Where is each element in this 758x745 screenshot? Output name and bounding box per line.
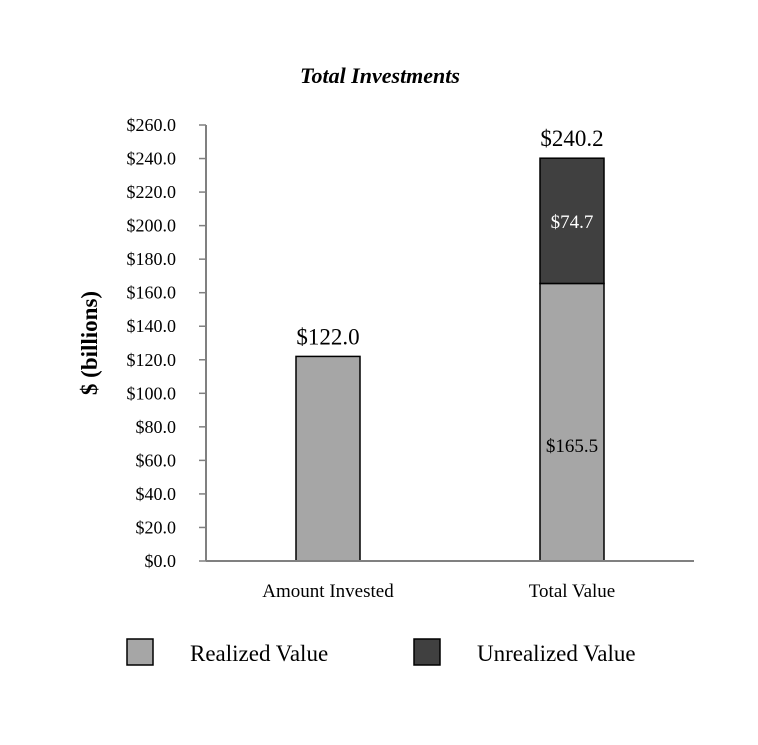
bar-realized-value-1: [295, 355, 361, 562]
y-tick-label: $180.0: [127, 249, 177, 269]
legend-swatch-unrealized-value: [413, 638, 441, 666]
y-tick-label: $160.0: [127, 283, 177, 303]
total-value-label: $240.2: [540, 126, 603, 151]
legend-swatch-realized-value: [126, 638, 154, 666]
y-tick-label: $240.0: [127, 149, 177, 169]
y-tick-label: $60.0: [136, 450, 177, 470]
legend-label: Unrealized Value: [477, 641, 636, 666]
y-tick-label: $120.0: [127, 350, 177, 370]
y-tick-label: $80.0: [136, 417, 177, 437]
legend-label: Realized Value: [190, 641, 328, 666]
y-tick-label: $260.0: [127, 115, 177, 135]
bar-unrealized-value-2: [539, 157, 605, 285]
total-value-label: $122.0: [296, 324, 359, 349]
y-tick-label: $40.0: [136, 484, 177, 504]
y-tick-label: $20.0: [136, 517, 177, 537]
x-category-label: Total Value: [529, 581, 615, 602]
segment-value-label: $74.7: [551, 212, 594, 233]
legend: Realized Value Unrealized Value: [126, 638, 636, 666]
bars-group: $122.0 $165.5 $74.7 $240.2: [295, 126, 605, 562]
segment-value-label: $165.5: [546, 436, 598, 457]
y-axis-label: $ (billions): [77, 291, 102, 395]
axes-group: [205, 125, 694, 562]
chart-title: Total Investments: [300, 63, 460, 88]
y-tick-label: $200.0: [127, 216, 177, 236]
y-tick-label: $220.0: [127, 182, 177, 202]
x-category-label: Amount Invested: [262, 581, 394, 602]
y-tick-label: $0.0: [145, 551, 177, 571]
y-tick-label: $140.0: [127, 316, 177, 336]
y-axis-ticks: $0.0 $20.0 $40.0 $60.0 $80.0 $100.0 $120.0 $140…: [127, 115, 206, 571]
y-tick-label: $100.0: [127, 383, 177, 403]
bar-realized-value-2: [539, 282, 605, 562]
x-axis-labels: Amount Invested Total Value: [262, 581, 615, 602]
